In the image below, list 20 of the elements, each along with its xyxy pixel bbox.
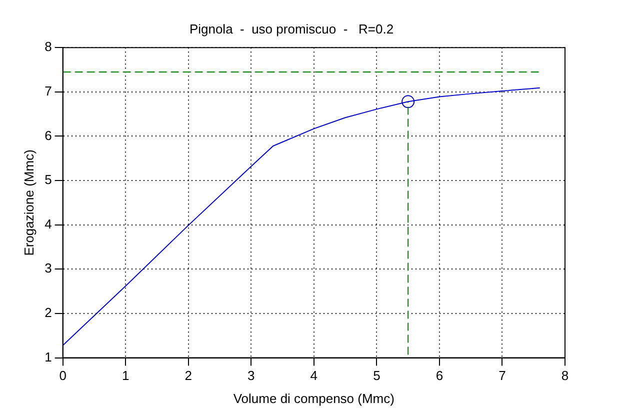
x-tick-label: 3 (248, 368, 255, 384)
y-tick-label: 3 (44, 260, 52, 276)
x-axis-title: Volume di compenso (Mmc) (233, 390, 394, 406)
y-tick-label: 8 (44, 39, 52, 54)
y-tick-label: 1 (44, 349, 52, 364)
y-axis-title: Erogazione (Mmc) (21, 150, 36, 256)
chart-title: Pignola - uso promiscuo - R=0.2 (189, 21, 394, 36)
x-tick-label: 2 (184, 368, 192, 384)
y-tick-label: 4 (44, 216, 52, 232)
x-tick-label: 6 (436, 368, 444, 384)
y-tick-label: 7 (44, 83, 52, 98)
y-tick-label: 5 (44, 172, 52, 188)
x-tick-label: 8 (561, 368, 569, 384)
x-tick-label: 7 (498, 368, 506, 384)
x-tick-label: 1 (122, 368, 130, 384)
x-tick-label: 4 (310, 368, 318, 384)
x-tick-label: 5 (373, 368, 380, 384)
y-tick-label: 2 (44, 305, 52, 320)
y-tick-label: 6 (44, 128, 52, 143)
x-tick-label: 0 (59, 368, 66, 384)
